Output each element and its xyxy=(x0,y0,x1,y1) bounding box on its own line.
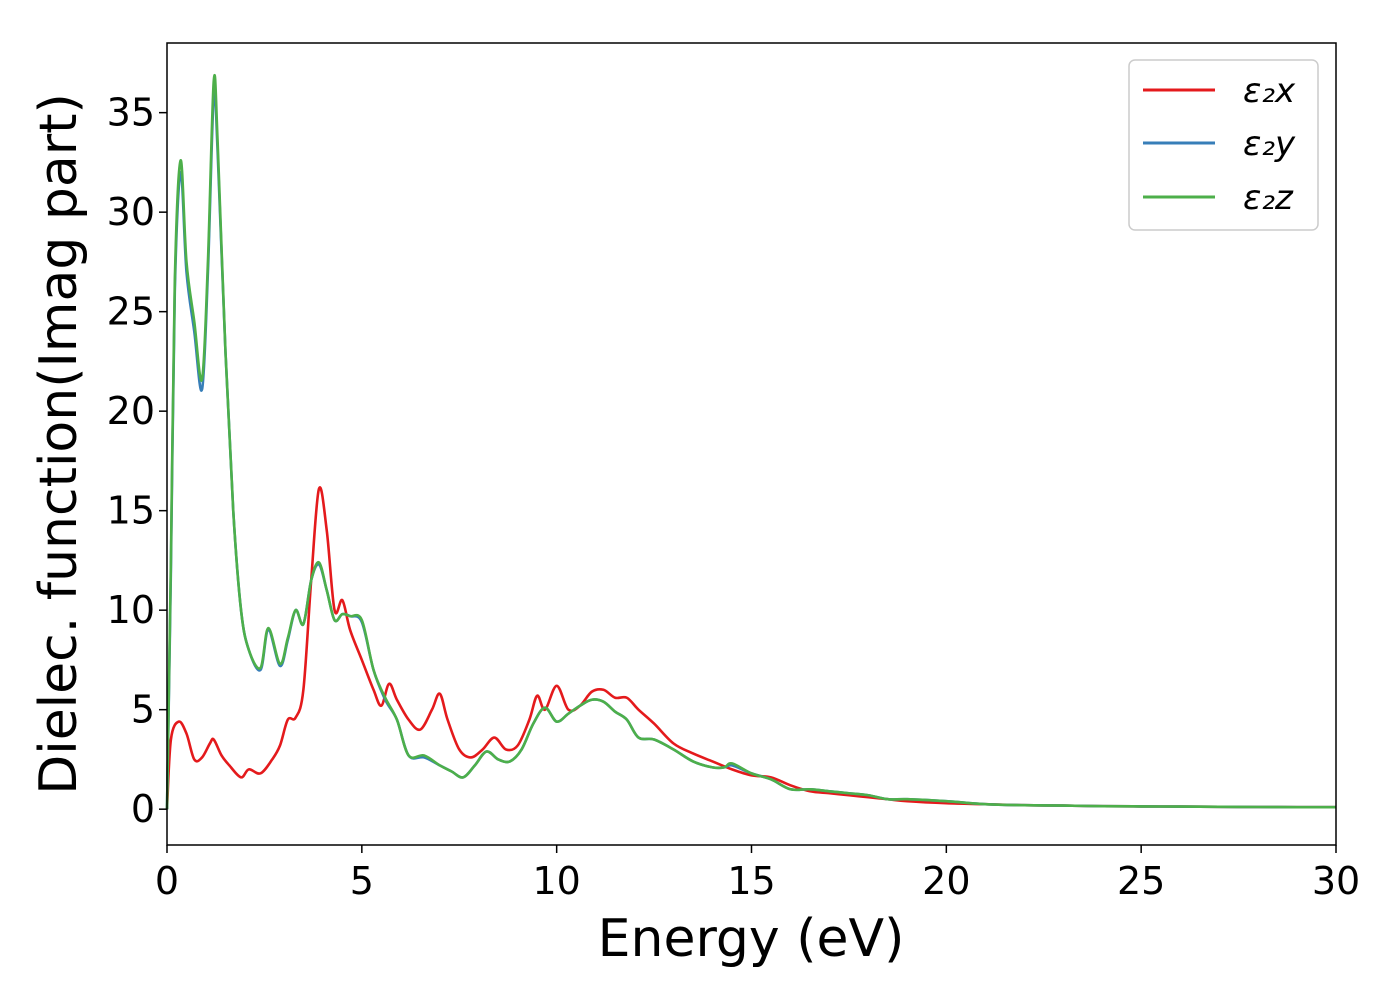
y-tick-label: 35 xyxy=(107,91,155,135)
x-tick-label: 10 xyxy=(532,859,580,903)
x-axis-label: Energy (eV) xyxy=(598,909,905,969)
x-tick-label: 0 xyxy=(155,859,179,903)
y-tick-label: 0 xyxy=(131,787,155,831)
x-tick-label: 5 xyxy=(350,859,374,903)
y-axis-label: Dielec. function(Imag part) xyxy=(29,93,89,795)
x-tick-label: 25 xyxy=(1117,859,1165,903)
x-tick-label: 30 xyxy=(1312,859,1360,903)
legend-label-z: ε₂z xyxy=(1243,178,1294,218)
y-tick-label: 10 xyxy=(107,588,155,632)
x-tick-label: 20 xyxy=(922,859,970,903)
y-tick-label: 15 xyxy=(107,489,155,533)
y-tick-label: 30 xyxy=(107,190,155,234)
legend-label-x: ε₂x xyxy=(1243,71,1296,111)
y-tick-label: 20 xyxy=(107,389,155,433)
y-tick-label: 5 xyxy=(131,688,155,732)
legend: ε₂x ε₂y ε₂z xyxy=(1128,59,1319,231)
y-tick-label: 25 xyxy=(107,290,155,334)
series-line-z xyxy=(165,73,1337,810)
legend-label-y: ε₂y xyxy=(1243,124,1296,164)
series-layer xyxy=(165,73,1337,810)
x-tick-label: 15 xyxy=(727,859,775,903)
legend-box xyxy=(1128,59,1319,231)
tick-layer: 0 5 10 15 20 25 30 0 5 10 15 20 25 30 35 xyxy=(107,91,1361,903)
